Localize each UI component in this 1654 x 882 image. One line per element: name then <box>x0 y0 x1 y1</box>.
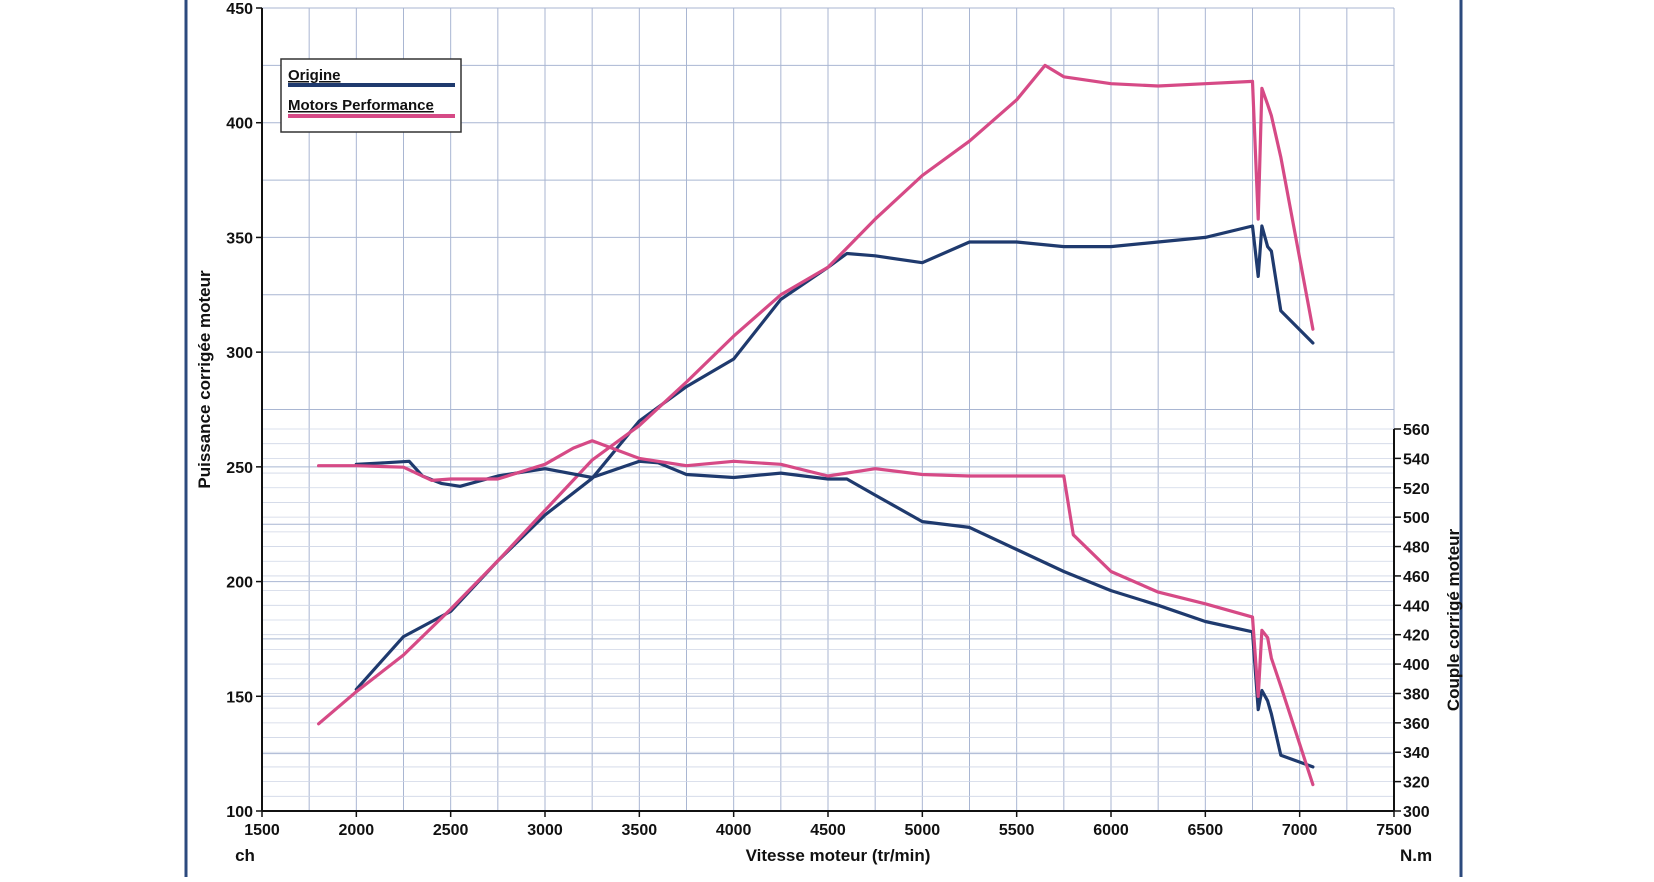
right-y-tick-label: 400 <box>1403 657 1430 674</box>
left-y-tick-label: 400 <box>226 116 253 133</box>
right-y-tick-label: 500 <box>1403 510 1430 527</box>
x-axis-title: Vitesse moteur (tr/min) <box>746 846 931 865</box>
right-y-tick-label: 420 <box>1403 628 1430 645</box>
right-y-tick-label: 380 <box>1403 686 1430 703</box>
left-y-tick-label: 300 <box>226 345 253 362</box>
right-y-tick-label: 360 <box>1403 716 1430 733</box>
series <box>317 63 1315 787</box>
right-y-tick-label: 540 <box>1403 451 1430 468</box>
origine-power-line <box>354 224 1315 692</box>
right-y-tick-label: 480 <box>1403 540 1430 557</box>
axes: 1500 2000 2500 3000 3500 4000 4500 5000 5500 6000… <box>226 1 1430 839</box>
x-tick-label: 4500 <box>810 822 846 839</box>
left-y-tick-label: 250 <box>226 460 253 477</box>
right-y-tick-label: 340 <box>1403 745 1430 762</box>
right-y-tick-label: 440 <box>1403 598 1430 615</box>
right-y-tick-label: 520 <box>1403 481 1430 498</box>
x-tick-label: 1500 <box>244 822 280 839</box>
x-tick-label: 3500 <box>622 822 658 839</box>
legend-label-origine: Origine <box>288 67 341 84</box>
x-tick-label: 2500 <box>433 822 469 839</box>
left-y-tick-label: 450 <box>226 1 253 18</box>
left-y-tick-label: 200 <box>226 575 253 592</box>
x-tick-label: 2000 <box>339 822 375 839</box>
x-tick-label: 6500 <box>1188 822 1224 839</box>
right-y-tick-label: 300 <box>1403 804 1430 821</box>
right-y-tick-label: 320 <box>1403 775 1430 792</box>
x-tick-label: 7500 <box>1376 822 1412 839</box>
x-tick-label: 3000 <box>527 822 563 839</box>
right-y-tick-label: 460 <box>1403 569 1430 586</box>
x-tick-label: 4000 <box>716 822 752 839</box>
x-tick-label: 5500 <box>999 822 1035 839</box>
x-tick-label: 5000 <box>905 822 941 839</box>
motors-performance-power-line <box>317 63 1315 726</box>
legend-label-motors-performance: Motors Performance <box>288 97 434 114</box>
motors-performance-torque-line <box>317 439 1315 787</box>
origine-torque-line <box>354 459 1315 769</box>
legend-box <box>280 58 462 133</box>
left-y-axis-title: Puissance corrigée moteur <box>195 270 214 489</box>
right-y-tick-label: 560 <box>1403 422 1430 439</box>
left-y-tick-label: 100 <box>226 804 253 821</box>
x-tick-label: 6000 <box>1093 822 1129 839</box>
left-y-tick-label: 150 <box>226 689 253 706</box>
left-unit-label: ch <box>235 846 255 865</box>
right-y-axis-title: Couple corrigé moteur <box>1444 528 1463 711</box>
left-y-tick-label: 350 <box>226 230 253 247</box>
legend: Origine Motors Performance <box>280 58 462 133</box>
right-unit-label: N.m <box>1400 846 1432 865</box>
x-tick-label: 7000 <box>1282 822 1318 839</box>
